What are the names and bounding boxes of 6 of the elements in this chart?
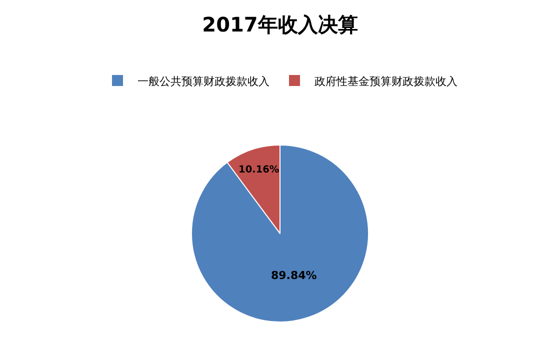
legend-label: 一般公共预算财政拨款收入 <box>138 74 270 88</box>
data-label: 89.84% <box>270 269 317 282</box>
data-label: 10.16% <box>238 164 280 176</box>
pie-slice <box>191 144 369 322</box>
legend-label: 政府性基金预算财政拨款收入 <box>314 74 458 88</box>
chart-title: 2017年收入决算 <box>202 12 358 36</box>
